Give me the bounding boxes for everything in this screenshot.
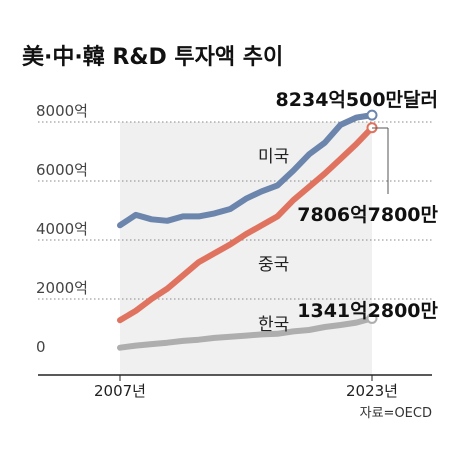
- y-tick-label: 8000억: [36, 102, 88, 120]
- series-label-china: 중국: [258, 255, 289, 275]
- end-point-korea: [366, 312, 378, 324]
- chart-title: 美·中·韓 R&D 투자액 추이: [22, 44, 283, 70]
- x-tick-label-start: 2007년: [94, 382, 146, 400]
- source-note: 자료=OECD: [360, 406, 432, 421]
- y-tick-label: 2000억: [36, 279, 88, 297]
- series-label-us: 미국: [258, 147, 289, 167]
- x-tick-label-end: 2023년: [346, 382, 398, 400]
- series-label-korea: 한국: [258, 315, 289, 335]
- end-point-us: [366, 109, 378, 121]
- series-line-china: [117, 124, 375, 324]
- series-line-korea: [117, 315, 375, 351]
- end-value-china: 7806억7800만: [297, 204, 438, 226]
- series-line-us: [117, 112, 375, 229]
- y-tick-label: 6000억: [36, 161, 88, 179]
- y-tick-label: 0: [36, 338, 46, 356]
- end-value-us: 8234억500만달러: [276, 89, 438, 111]
- y-tick-label: 4000억: [36, 220, 88, 238]
- y-axis-ticks: 0 2000억 4000억 6000억 8000억: [36, 102, 88, 356]
- end-value-korea: 1341억2800만: [297, 300, 438, 322]
